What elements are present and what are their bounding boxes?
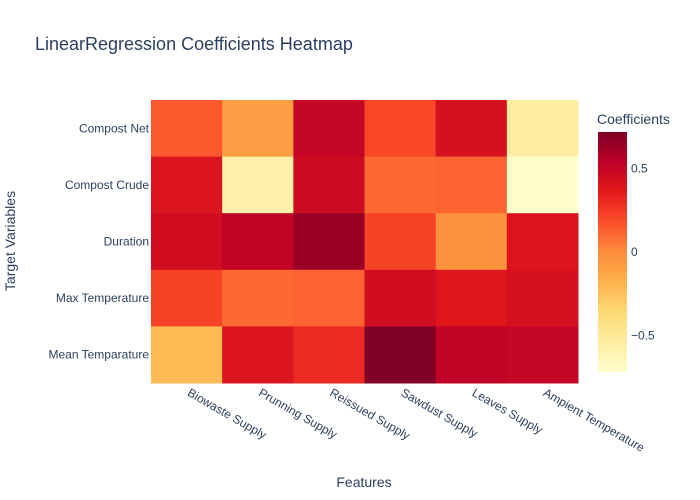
heatmap-cell-compost-crude-prunning-supply[interactable] <box>222 156 294 214</box>
heatmap-cell-compost-net-prunning-supply[interactable] <box>222 100 294 158</box>
colorbar-tick-label: 0 <box>631 245 638 259</box>
heatmap-cell-mean-temparature-prunning-supply[interactable] <box>222 326 294 384</box>
x-tick-label: Ampient Temperature <box>541 385 647 455</box>
heatmap-cells <box>151 100 579 384</box>
y-tick-label: Max Temperature <box>56 291 149 305</box>
heatmap-cell-max-temperature-leaves-supply[interactable] <box>435 269 508 327</box>
heatmap-cell-compost-crude-biowaste-supply[interactable] <box>151 156 223 214</box>
y-axis-title: Target Variables <box>2 191 18 291</box>
heatmap-cell-compost-net-ampient-temperature[interactable] <box>506 100 579 158</box>
heatmap-cell-mean-temparature-biowaste-supply[interactable] <box>151 326 223 384</box>
heatmap-cell-max-temperature-sawdust-supply[interactable] <box>364 269 437 327</box>
y-axis-ticks: Compost Net Compost Crude Duration Max Temp… <box>49 121 150 361</box>
heatmap-cell-compost-net-leaves-supply[interactable] <box>435 100 508 158</box>
heatmap-cell-compost-crude-sawdust-supply[interactable] <box>364 156 437 214</box>
y-tick-label: Compost Crude <box>65 178 149 192</box>
colorbar-tick-label: −0.5 <box>631 328 655 342</box>
y-tick-label: Mean Temparature <box>49 348 150 362</box>
colorbar-title: Coefficients <box>597 111 670 127</box>
colorbar-tick-label: 0.5 <box>631 162 648 176</box>
heatmap-cell-compost-net-reissued-supply[interactable] <box>293 100 365 158</box>
heatmap-cell-compost-crude-leaves-supply[interactable] <box>435 156 508 214</box>
x-tick-label: Leaves Supply <box>470 385 545 436</box>
colorbar <box>598 132 627 372</box>
chart-title: LinearRegression Coefficients Heatmap <box>35 34 353 54</box>
heatmap-cell-max-temperature-ampient-temperature[interactable] <box>506 269 579 327</box>
heatmap-cell-compost-crude-ampient-temperature[interactable] <box>506 156 579 214</box>
y-tick-label: Duration <box>104 235 149 249</box>
heatmap-cell-duration-prunning-supply[interactable] <box>222 213 294 271</box>
heatmap-cell-max-temperature-reissued-supply[interactable] <box>293 269 365 327</box>
colorbar-ticks: 0.5 0 −0.5 <box>631 162 655 343</box>
heatmap-cell-mean-temparature-sawdust-supply[interactable] <box>364 326 437 384</box>
heatmap-cell-mean-temparature-reissued-supply[interactable] <box>293 326 365 384</box>
heatmap-cell-duration-ampient-temperature[interactable] <box>506 213 579 271</box>
heatmap-cell-mean-temparature-ampient-temperature[interactable] <box>506 326 579 384</box>
heatmap-cell-duration-biowaste-supply[interactable] <box>151 213 223 271</box>
y-tick-label: Compost Net <box>79 121 150 135</box>
heatmap-cell-compost-net-sawdust-supply[interactable] <box>364 100 437 158</box>
heatmap-cell-duration-reissued-supply[interactable] <box>293 213 365 271</box>
heatmap-cell-compost-net-biowaste-supply[interactable] <box>151 100 223 158</box>
x-axis-title: Features <box>336 474 391 490</box>
heatmap-cell-compost-crude-reissued-supply[interactable] <box>293 156 365 214</box>
x-tick-label: Biowaste Supply <box>185 385 269 441</box>
x-tick-label: Prunning Supply <box>256 385 339 441</box>
heatmap-cell-max-temperature-biowaste-supply[interactable] <box>151 269 223 327</box>
heatmap-cell-duration-sawdust-supply[interactable] <box>364 213 437 271</box>
heatmap-cell-mean-temparature-leaves-supply[interactable] <box>435 326 508 384</box>
heatmap-cell-duration-leaves-supply[interactable] <box>435 213 508 271</box>
heatmap-cell-max-temperature-prunning-supply[interactable] <box>222 269 294 327</box>
